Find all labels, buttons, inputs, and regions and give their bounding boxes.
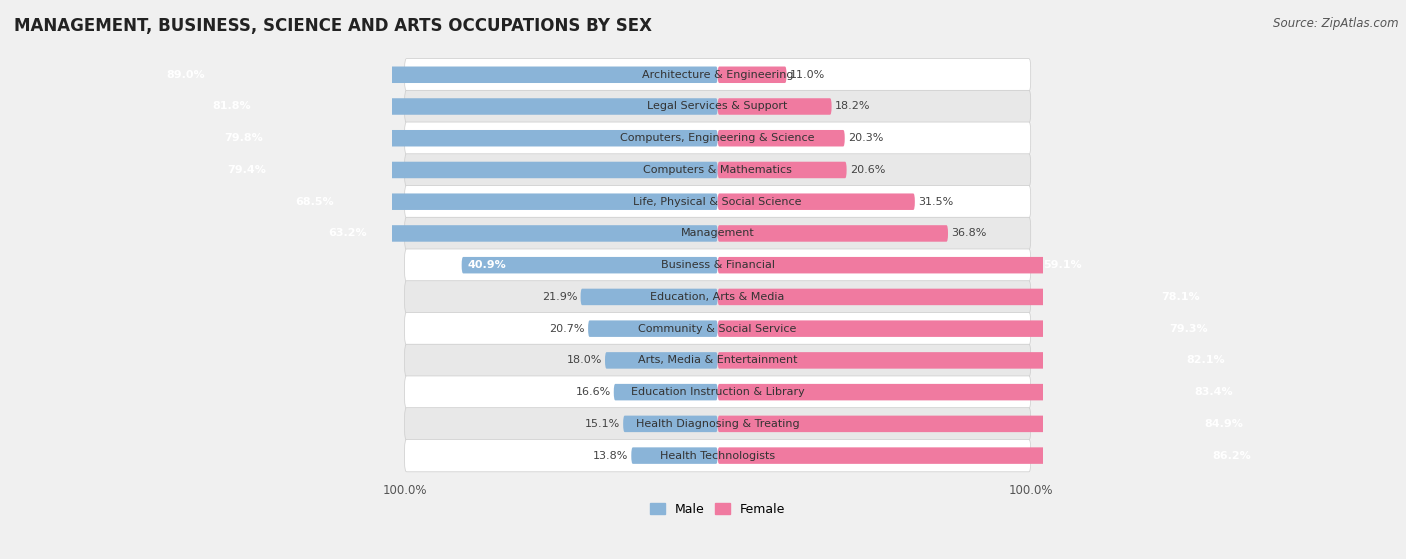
FancyBboxPatch shape [405, 59, 1031, 91]
FancyBboxPatch shape [717, 98, 831, 115]
FancyBboxPatch shape [581, 288, 717, 305]
FancyBboxPatch shape [631, 447, 717, 464]
Text: 79.4%: 79.4% [226, 165, 266, 175]
FancyBboxPatch shape [717, 130, 845, 146]
Text: Health Diagnosing & Treating: Health Diagnosing & Treating [636, 419, 800, 429]
FancyBboxPatch shape [405, 312, 1031, 345]
Text: Life, Physical & Social Science: Life, Physical & Social Science [634, 197, 801, 207]
FancyBboxPatch shape [405, 217, 1031, 250]
FancyBboxPatch shape [405, 122, 1031, 154]
FancyBboxPatch shape [717, 162, 846, 178]
Text: 18.0%: 18.0% [567, 356, 602, 366]
Text: Source: ZipAtlas.com: Source: ZipAtlas.com [1274, 17, 1399, 30]
FancyBboxPatch shape [717, 416, 1249, 432]
Text: 20.3%: 20.3% [848, 133, 883, 143]
FancyBboxPatch shape [717, 447, 1257, 464]
Text: 21.9%: 21.9% [541, 292, 578, 302]
FancyBboxPatch shape [717, 193, 915, 210]
Text: 68.5%: 68.5% [295, 197, 333, 207]
FancyBboxPatch shape [160, 67, 717, 83]
Text: 20.7%: 20.7% [550, 324, 585, 334]
Text: Management: Management [681, 229, 755, 239]
FancyBboxPatch shape [405, 376, 1031, 408]
Text: 81.8%: 81.8% [212, 102, 250, 111]
FancyBboxPatch shape [717, 67, 786, 83]
Text: 15.1%: 15.1% [585, 419, 620, 429]
Text: 11.0%: 11.0% [790, 70, 825, 80]
Text: Computers, Engineering & Science: Computers, Engineering & Science [620, 133, 815, 143]
Legend: Male, Female: Male, Female [645, 498, 790, 520]
Text: 18.2%: 18.2% [835, 102, 870, 111]
Text: Community & Social Service: Community & Social Service [638, 324, 797, 334]
FancyBboxPatch shape [405, 91, 1031, 122]
FancyBboxPatch shape [717, 384, 1240, 400]
Text: 78.1%: 78.1% [1161, 292, 1201, 302]
FancyBboxPatch shape [405, 408, 1031, 440]
Text: 82.1%: 82.1% [1187, 356, 1225, 366]
Text: 36.8%: 36.8% [950, 229, 987, 239]
FancyBboxPatch shape [405, 249, 1031, 281]
FancyBboxPatch shape [614, 384, 717, 400]
FancyBboxPatch shape [405, 154, 1031, 186]
FancyBboxPatch shape [717, 288, 1206, 305]
FancyBboxPatch shape [322, 225, 717, 241]
Text: Health Technologists: Health Technologists [659, 451, 775, 461]
Text: 20.6%: 20.6% [849, 165, 886, 175]
FancyBboxPatch shape [717, 352, 1232, 368]
FancyBboxPatch shape [221, 162, 717, 178]
Text: Legal Services & Support: Legal Services & Support [648, 102, 787, 111]
Text: Computers & Mathematics: Computers & Mathematics [643, 165, 792, 175]
Text: Education Instruction & Library: Education Instruction & Library [631, 387, 804, 397]
Text: 40.9%: 40.9% [468, 260, 506, 270]
FancyBboxPatch shape [288, 193, 717, 210]
FancyBboxPatch shape [405, 344, 1031, 377]
FancyBboxPatch shape [218, 130, 717, 146]
FancyBboxPatch shape [605, 352, 717, 368]
Text: 31.5%: 31.5% [918, 197, 953, 207]
FancyBboxPatch shape [205, 98, 717, 115]
Text: 86.2%: 86.2% [1212, 451, 1251, 461]
FancyBboxPatch shape [405, 281, 1031, 313]
FancyBboxPatch shape [717, 257, 1088, 273]
FancyBboxPatch shape [717, 225, 948, 241]
FancyBboxPatch shape [405, 186, 1031, 218]
Text: 13.8%: 13.8% [593, 451, 628, 461]
FancyBboxPatch shape [623, 416, 717, 432]
FancyBboxPatch shape [405, 439, 1031, 472]
Text: 59.1%: 59.1% [1043, 260, 1081, 270]
FancyBboxPatch shape [588, 320, 717, 337]
Text: 63.2%: 63.2% [329, 229, 367, 239]
Text: Education, Arts & Media: Education, Arts & Media [651, 292, 785, 302]
Text: 84.9%: 84.9% [1204, 419, 1243, 429]
Text: MANAGEMENT, BUSINESS, SCIENCE AND ARTS OCCUPATIONS BY SEX: MANAGEMENT, BUSINESS, SCIENCE AND ARTS O… [14, 17, 652, 35]
Text: 79.3%: 79.3% [1170, 324, 1208, 334]
Text: Business & Financial: Business & Financial [661, 260, 775, 270]
Text: 79.8%: 79.8% [225, 133, 263, 143]
FancyBboxPatch shape [461, 257, 717, 273]
FancyBboxPatch shape [717, 320, 1213, 337]
Text: 16.6%: 16.6% [575, 387, 610, 397]
Text: Architecture & Engineering: Architecture & Engineering [643, 70, 793, 80]
Text: 83.4%: 83.4% [1195, 387, 1233, 397]
Text: 89.0%: 89.0% [167, 70, 205, 80]
Text: Arts, Media & Entertainment: Arts, Media & Entertainment [638, 356, 797, 366]
